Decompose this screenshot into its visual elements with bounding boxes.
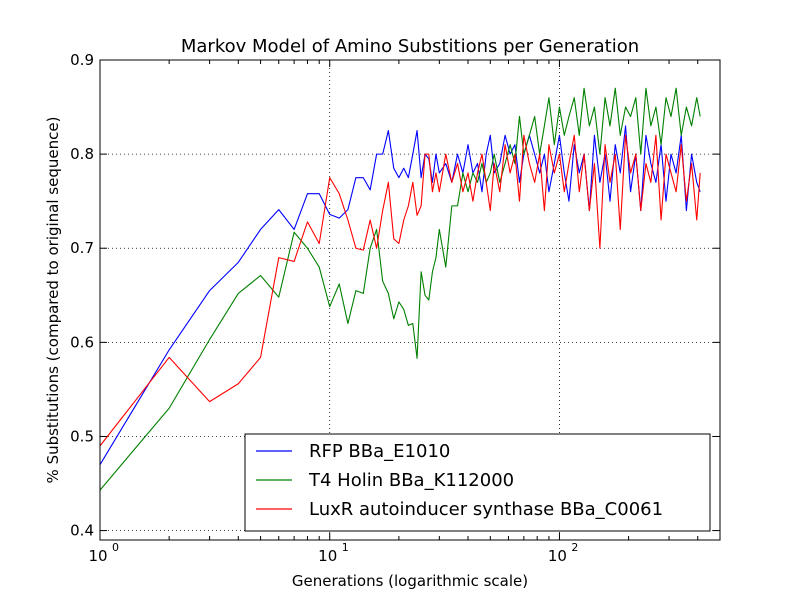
series-line-1 xyxy=(99,125,701,465)
x-tick-label: 10 xyxy=(548,547,567,565)
x-axis-label: Generations (logarithmic scale) xyxy=(292,572,528,590)
x-tick-exponent: 2 xyxy=(571,541,578,554)
axis-ticks: 10 0 10 1 10 2 0.4 0.5 0.6 0.7 0.8 0.9 xyxy=(70,51,721,565)
y-tick-label: 0.7 xyxy=(70,239,94,257)
y-tick-label: 0.5 xyxy=(70,427,94,445)
y-tick-label: 0.8 xyxy=(70,145,94,163)
series-line-2 xyxy=(99,87,701,491)
legend-label-2: T4 Holin BBa_K112000 xyxy=(308,470,514,491)
chart-title: Markov Model of Amino Substitions per Ge… xyxy=(181,36,639,57)
x-tick-exponent: 0 xyxy=(112,541,119,554)
legend-label-1: RFP BBa_E1010 xyxy=(309,441,450,462)
y-tick-label: 0.9 xyxy=(70,51,94,69)
x-tick-exponent: 1 xyxy=(342,541,349,554)
series-lines xyxy=(99,87,701,491)
y-axis-label: % Substitutions (compared to original se… xyxy=(44,117,62,484)
legend-box xyxy=(244,433,711,532)
plot-frame xyxy=(99,59,721,541)
legend: RFP BBa_E1010 T4 Holin BBa_K112000 LuxR au… xyxy=(244,433,711,532)
y-tick-label: 0.6 xyxy=(70,333,94,351)
y-tick-label: 0.4 xyxy=(70,522,94,540)
x-tick-label: 10 xyxy=(88,547,107,565)
legend-label-3: LuxR autoinducer synthase BBa_C0061 xyxy=(309,499,663,520)
x-tick-label: 10 xyxy=(318,547,337,565)
series-line-3 xyxy=(99,134,701,447)
